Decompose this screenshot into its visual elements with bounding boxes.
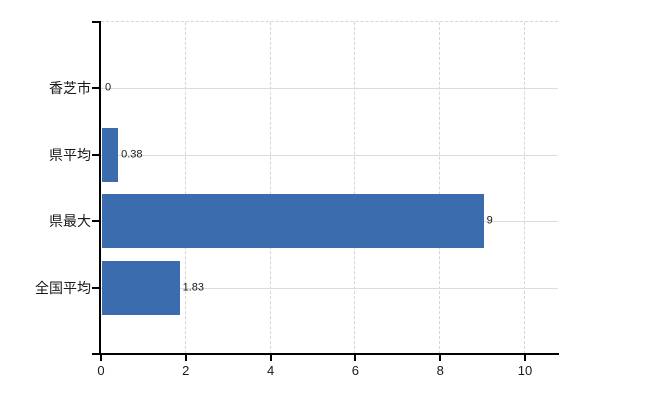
bar xyxy=(102,260,180,315)
value-label: 9 xyxy=(486,214,493,227)
gridline-vertical xyxy=(184,22,186,354)
category-label: 県最大 xyxy=(49,213,91,230)
gridline-vertical xyxy=(439,22,441,354)
category-label: 全国平均 xyxy=(35,279,91,296)
x-tick xyxy=(100,355,102,361)
x-tick xyxy=(269,355,272,361)
x-tick xyxy=(439,355,442,361)
category-label: 県平均 xyxy=(49,146,91,163)
y-axis-end-tick xyxy=(92,21,100,23)
gridline-horizontal xyxy=(101,88,558,90)
gridline-vertical xyxy=(269,22,271,354)
category-tick xyxy=(92,153,100,156)
category-tick xyxy=(92,286,100,289)
value-label: 0.38 xyxy=(121,148,143,161)
gridline-horizontal xyxy=(101,154,558,156)
x-tick xyxy=(524,355,526,361)
bar xyxy=(102,194,484,249)
y-axis-line xyxy=(99,21,101,355)
gridline-vertical xyxy=(524,22,525,354)
category-tick xyxy=(92,220,100,223)
x-tick xyxy=(184,355,187,361)
bar xyxy=(102,127,118,182)
x-tick-label: 4 xyxy=(266,363,275,378)
x-axis-line xyxy=(92,353,559,355)
category-label: 香芝市 xyxy=(49,80,91,97)
x-tick-label: 8 xyxy=(436,363,444,378)
x-tick-label: 2 xyxy=(182,363,190,378)
x-tick-label: 6 xyxy=(351,363,359,378)
category-tick xyxy=(92,87,100,90)
x-tick-label: 10 xyxy=(517,363,533,378)
x-tick-label: 0 xyxy=(97,363,105,378)
gridline-horizontal xyxy=(101,287,558,289)
x-tick xyxy=(354,355,357,361)
value-label: 1.83 xyxy=(182,281,204,294)
gridline-vertical xyxy=(354,22,356,354)
plot-top-border xyxy=(101,21,558,22)
value-label: 0 xyxy=(105,81,112,94)
